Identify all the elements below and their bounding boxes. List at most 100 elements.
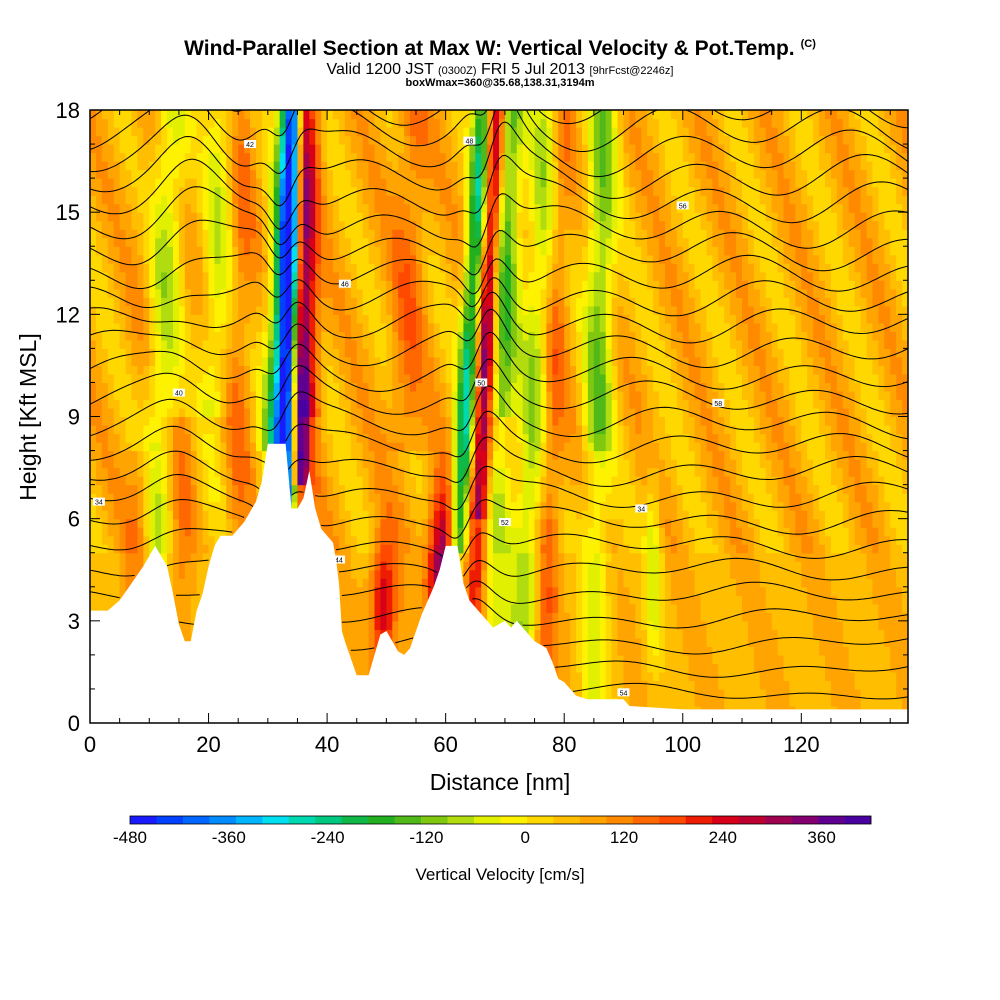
velocity-cell bbox=[232, 459, 239, 469]
velocity-cell bbox=[238, 229, 245, 239]
velocity-cell bbox=[481, 203, 488, 213]
velocity-cell bbox=[125, 203, 133, 213]
velocity-cell bbox=[149, 195, 156, 205]
velocity-cell bbox=[149, 484, 156, 494]
velocity-cell bbox=[250, 493, 257, 503]
velocity-cell bbox=[101, 603, 109, 613]
velocity-cell bbox=[362, 322, 370, 332]
velocity-cell bbox=[172, 510, 180, 520]
velocity-cell bbox=[427, 510, 435, 520]
velocity-cell bbox=[244, 510, 251, 520]
velocity-cell bbox=[427, 263, 435, 273]
velocity-cell bbox=[220, 280, 227, 290]
valid-time: Valid 1200 JST bbox=[326, 61, 434, 78]
velocity-cell bbox=[172, 425, 180, 435]
velocity-cell bbox=[380, 493, 387, 503]
velocity-cell bbox=[469, 127, 476, 137]
velocity-cell bbox=[338, 339, 346, 349]
velocity-cell bbox=[368, 399, 376, 409]
velocity-cell bbox=[469, 271, 476, 281]
velocity-cell bbox=[178, 578, 186, 588]
velocity-cell bbox=[380, 237, 387, 247]
velocity-cell bbox=[172, 135, 180, 145]
velocity-cell bbox=[463, 305, 470, 315]
velocity-cell bbox=[398, 527, 405, 537]
velocity-cell bbox=[392, 246, 399, 256]
velocity-cell bbox=[125, 416, 133, 426]
velocity-cell bbox=[475, 399, 482, 409]
velocity-cell bbox=[95, 416, 103, 426]
velocity-cell bbox=[439, 254, 447, 264]
velocity-cell bbox=[475, 195, 482, 205]
velocity-cell bbox=[463, 246, 470, 256]
velocity-cell bbox=[327, 527, 334, 537]
velocity-cell bbox=[487, 110, 494, 120]
velocity-cell bbox=[374, 152, 382, 162]
velocity-cell bbox=[469, 595, 476, 605]
velocity-cell bbox=[303, 152, 310, 162]
velocity-cell bbox=[119, 297, 127, 307]
velocity-cell bbox=[439, 212, 447, 222]
velocity-cell bbox=[178, 169, 186, 179]
velocity-cell bbox=[167, 416, 174, 426]
velocity-cell bbox=[95, 135, 103, 145]
velocity-cell bbox=[439, 263, 447, 273]
velocity-cell bbox=[155, 518, 162, 528]
velocity-cell bbox=[386, 135, 393, 145]
velocity-cell bbox=[250, 501, 257, 511]
velocity-cell bbox=[309, 118, 316, 128]
velocity-cell bbox=[232, 339, 239, 349]
velocity-cell bbox=[232, 518, 239, 528]
forecast-info: [9hrFcst@2246z] bbox=[589, 65, 674, 77]
velocity-cell bbox=[380, 484, 387, 494]
velocity-cell bbox=[416, 476, 423, 486]
velocity-cell bbox=[95, 442, 103, 452]
velocity-cell bbox=[285, 135, 293, 145]
velocity-cell bbox=[261, 135, 269, 145]
velocity-cell bbox=[161, 484, 168, 494]
velocity-cell bbox=[386, 390, 393, 401]
velocity-cell bbox=[475, 382, 482, 392]
velocity-cell bbox=[386, 203, 393, 213]
velocity-cell bbox=[155, 288, 162, 298]
velocity-cell bbox=[427, 118, 435, 128]
velocity-cell bbox=[451, 493, 459, 503]
velocity-cell bbox=[386, 322, 393, 332]
velocity-cell bbox=[255, 110, 263, 120]
velocity-cell bbox=[107, 331, 115, 341]
velocity-cell bbox=[421, 263, 429, 273]
velocity-cell bbox=[410, 127, 417, 137]
velocity-cell bbox=[457, 442, 465, 452]
velocity-cell bbox=[404, 646, 411, 656]
velocity-cell bbox=[101, 212, 109, 222]
velocity-cell bbox=[416, 203, 423, 213]
velocity-cell bbox=[250, 212, 257, 222]
velocity-cell bbox=[303, 365, 310, 375]
velocity-cell bbox=[113, 297, 121, 307]
velocity-cell bbox=[404, 339, 411, 349]
velocity-cell bbox=[421, 246, 429, 256]
velocity-cell bbox=[344, 365, 352, 375]
velocity-cell bbox=[125, 561, 133, 571]
velocity-cell bbox=[315, 510, 322, 520]
velocity-cell bbox=[101, 169, 109, 179]
velocity-cell bbox=[451, 263, 459, 273]
velocity-cell bbox=[386, 169, 393, 179]
velocity-cell bbox=[167, 339, 174, 349]
velocity-cell bbox=[208, 314, 216, 324]
velocity-cell bbox=[315, 152, 322, 162]
velocity-cell bbox=[421, 169, 429, 179]
velocity-cell bbox=[463, 178, 470, 188]
velocity-cell bbox=[172, 603, 180, 613]
velocity-cell bbox=[172, 118, 180, 128]
velocity-cell bbox=[250, 305, 257, 315]
velocity-cell bbox=[208, 535, 216, 545]
velocity-cell bbox=[226, 484, 233, 494]
velocity-cell bbox=[481, 314, 488, 324]
velocity-cell bbox=[493, 450, 500, 460]
velocity-cell bbox=[445, 178, 453, 188]
velocity-cell bbox=[410, 433, 417, 443]
velocity-cell bbox=[469, 322, 476, 332]
velocity-cell bbox=[451, 442, 459, 452]
velocity-cell bbox=[161, 203, 168, 213]
